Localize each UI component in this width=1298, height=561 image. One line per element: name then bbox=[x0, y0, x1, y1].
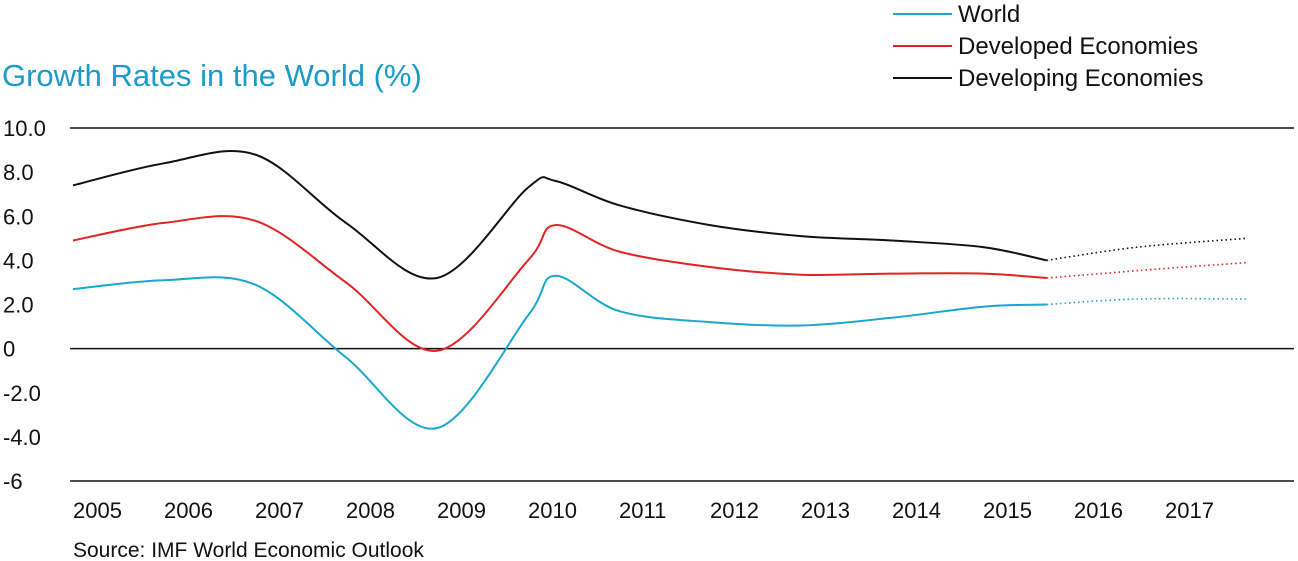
legend-label-developing-economies: Developing Economies bbox=[958, 65, 1203, 92]
y-tick-label: 8.0 bbox=[3, 160, 34, 185]
source-note: Source: IMF World Economic Outlook bbox=[73, 539, 424, 561]
y-axis-ticks: 10.0 8.0 6.0 4.0 2.0 0 -2.0 -4.0 -6 bbox=[3, 116, 46, 494]
y-tick-label: 2.0 bbox=[3, 293, 34, 318]
x-tick-label: 2012 bbox=[710, 498, 759, 523]
series-forecast-developed-economies bbox=[1046, 261, 1247, 279]
legend-label-developed-economies: Developed Economies bbox=[958, 33, 1198, 60]
x-tick-label: 2007 bbox=[255, 498, 304, 523]
y-tick-label: 10.0 bbox=[3, 116, 46, 141]
series-lines bbox=[72, 150, 1247, 430]
x-tick-label: 2010 bbox=[528, 498, 577, 523]
gridlines bbox=[70, 127, 1294, 482]
x-tick-label: 2006 bbox=[164, 498, 213, 523]
series-line-world bbox=[72, 274, 1047, 430]
y-tick-label: -6 bbox=[3, 469, 23, 494]
x-tick-label: 2008 bbox=[346, 498, 395, 523]
y-tick-label: 4.0 bbox=[3, 248, 34, 273]
x-tick-label: 2016 bbox=[1074, 498, 1123, 523]
legend-label-world: World bbox=[958, 1, 1020, 28]
y-tick-label: -4.0 bbox=[3, 425, 41, 450]
legend: World Developed Economies Developing Econo… bbox=[893, 1, 1203, 92]
series-forecast-developing-economies bbox=[1046, 237, 1247, 262]
x-tick-label: 2011 bbox=[619, 498, 666, 523]
series-line-developed-economies bbox=[72, 215, 1047, 352]
x-tick-label: 2009 bbox=[437, 498, 486, 523]
x-tick-label: 2014 bbox=[892, 498, 941, 523]
x-tick-label: 2017 bbox=[1165, 498, 1214, 523]
x-tick-label: 2015 bbox=[983, 498, 1032, 523]
y-tick-label: -2.0 bbox=[3, 381, 41, 406]
x-axis-ticks: 2005 2006 2007 2008 2009 2010 2011 2012 2013 2014… bbox=[73, 498, 1214, 523]
series-forecast-world bbox=[1046, 297, 1247, 306]
x-tick-label: 2005 bbox=[73, 498, 122, 523]
x-tick-label: 2013 bbox=[801, 498, 850, 523]
y-tick-label: 6.0 bbox=[3, 204, 34, 229]
y-tick-label: 0 bbox=[3, 337, 15, 362]
series-line-developing-economies bbox=[72, 150, 1047, 280]
chart-title: Growth Rates in the World (%) bbox=[2, 58, 422, 93]
